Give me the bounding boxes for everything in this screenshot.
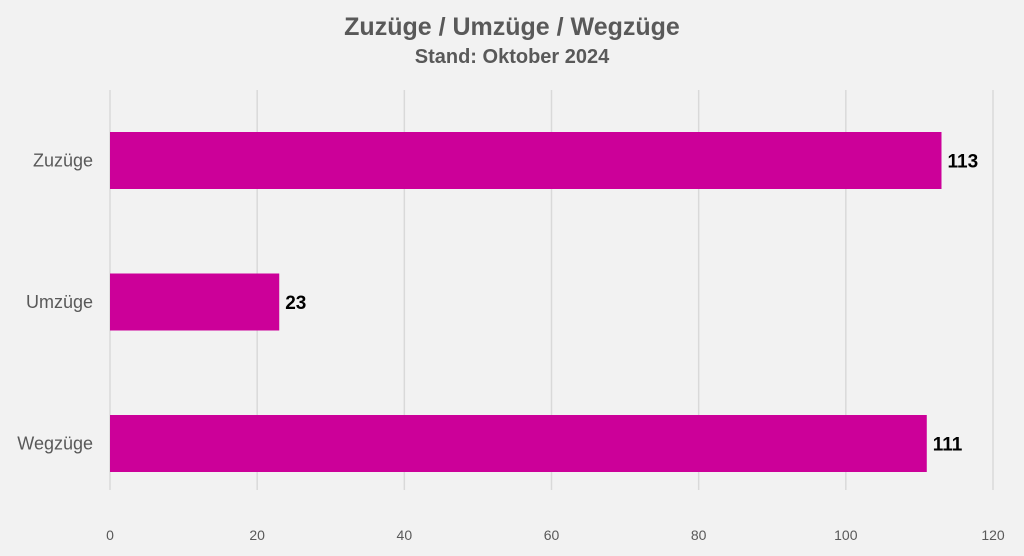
x-tick-label-60: 60: [544, 527, 560, 543]
x-tick-label-80: 80: [691, 527, 707, 543]
x-tick-label-40: 40: [397, 527, 413, 543]
chart-subtitle: Stand: Oktober 2024: [415, 46, 610, 68]
bars: [110, 132, 942, 472]
value-label-umz-ge: 23: [285, 293, 306, 314]
bar-umz-ge: [110, 273, 280, 331]
value-labels: 113 23 111: [285, 152, 978, 456]
x-tick-label-0: 0: [106, 527, 114, 543]
category-labels: Zuzüge Umzüge Wegzüge: [17, 151, 93, 454]
value-label-zuz-ge: 113: [947, 152, 978, 173]
category-label-umz-ge: Umzüge: [26, 292, 93, 312]
value-label-wegz-ge: 111: [933, 435, 963, 456]
category-label-zuz-ge: Zuzüge: [33, 151, 93, 171]
category-label-wegz-ge: Wegzüge: [17, 434, 93, 454]
x-tick-label-120: 120: [981, 527, 1005, 543]
x-tick-label-100: 100: [834, 527, 858, 543]
x-tick-label-20: 20: [249, 527, 265, 543]
bar-zuz-ge: [110, 132, 942, 189]
x-axis-tick-labels: 0 20 40 60 80 100 120: [106, 527, 1005, 543]
chart-title: Zuzüge / Umzüge / Wegzüge: [344, 13, 680, 41]
bar-wegz-ge: [110, 415, 927, 472]
